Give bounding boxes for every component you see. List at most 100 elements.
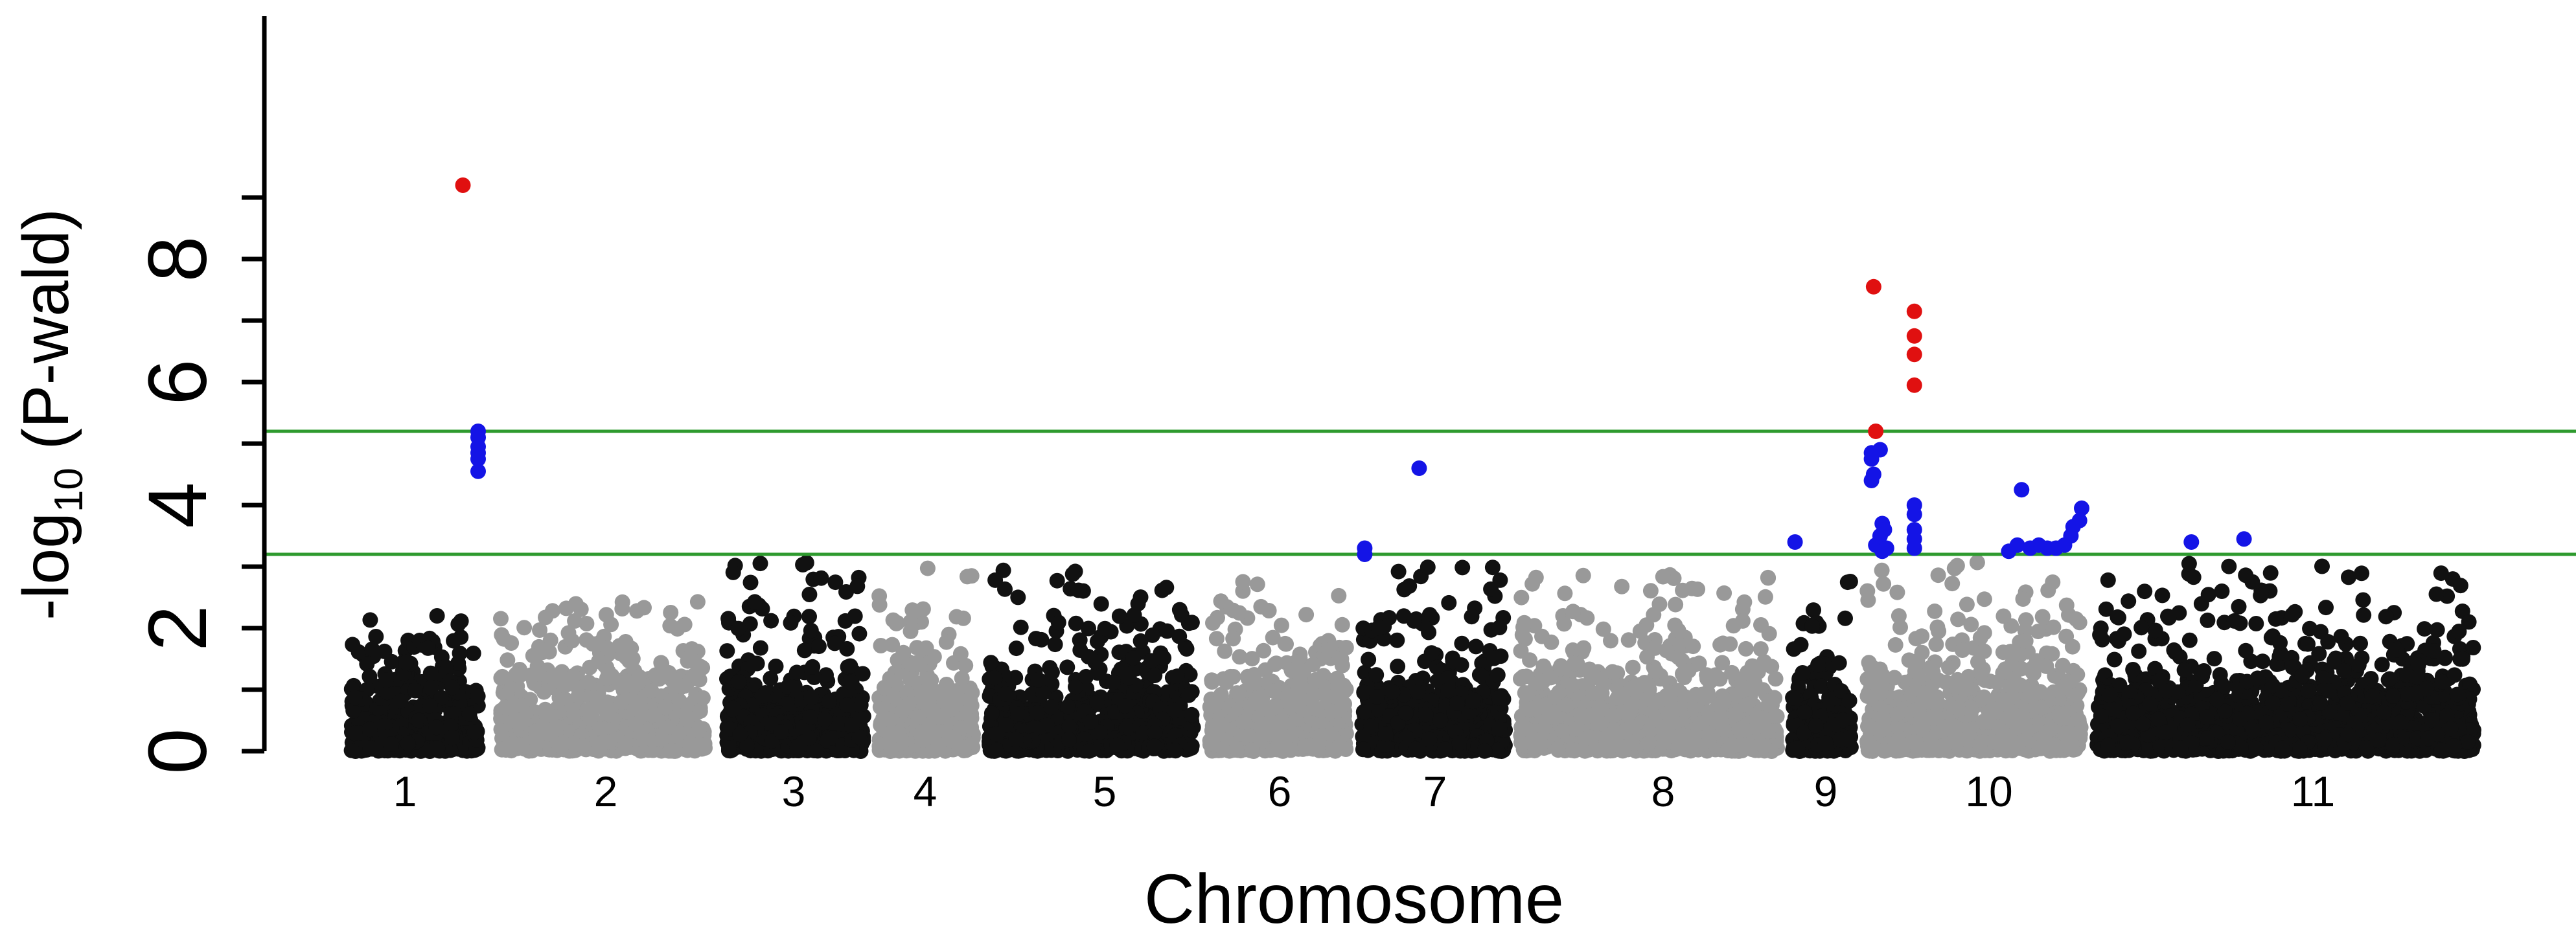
- snp-point: [1147, 725, 1163, 741]
- snp-point: [803, 622, 819, 639]
- snp-point: [646, 707, 662, 723]
- snp-point: [1334, 617, 1350, 633]
- snp-point: [953, 720, 969, 736]
- snp-point: [351, 644, 367, 660]
- snp-point: [773, 724, 789, 740]
- snp-point: [1370, 620, 1386, 636]
- snp-point: [1218, 674, 1234, 690]
- snp-point: [1420, 559, 1436, 575]
- snp-point: [599, 640, 615, 656]
- snp-point: [963, 568, 980, 584]
- snp-point: [1316, 686, 1332, 701]
- snp-point: [347, 743, 363, 759]
- snp-point: [617, 736, 633, 752]
- snp-point: [813, 570, 829, 586]
- snp-point: [1105, 674, 1121, 690]
- snp-point: [1491, 620, 1508, 635]
- snp-point: [1432, 712, 1449, 729]
- snp-point: [891, 725, 907, 741]
- snp-point: [345, 703, 362, 719]
- snp-point: [1355, 704, 1372, 720]
- snp-point: [582, 710, 599, 727]
- snp-point: [508, 666, 524, 683]
- snp-point: [613, 694, 629, 710]
- snp-point: [497, 699, 513, 716]
- snp-point: [400, 735, 416, 751]
- snp-point: [423, 680, 439, 696]
- snp-point: [695, 690, 711, 706]
- snp-point: [544, 603, 560, 619]
- snp-point: [915, 601, 931, 617]
- snp-point: [430, 740, 446, 756]
- snp-point: [516, 620, 533, 636]
- snp-point: [1146, 738, 1162, 754]
- snp-point: [1113, 661, 1129, 677]
- snp-point: [1298, 607, 1315, 623]
- snp-point: [802, 709, 818, 725]
- snp-point: [963, 697, 980, 714]
- snp-point: [817, 712, 833, 727]
- snp-point: [379, 684, 395, 701]
- snp-point: [1273, 617, 1289, 633]
- snp-point: [359, 656, 375, 672]
- snp-point: [952, 646, 969, 662]
- snp-point: [1236, 714, 1252, 730]
- snp-point: [1068, 679, 1083, 695]
- snp-point: [628, 716, 644, 732]
- snp-point: [1614, 578, 1630, 594]
- snp-point: [676, 678, 693, 694]
- snp-point: [1008, 640, 1024, 657]
- snp-point: [1169, 668, 1185, 684]
- snp-point: [657, 699, 673, 716]
- snp-point: [1089, 694, 1105, 710]
- snp-point: [842, 658, 858, 674]
- snp-point: [1044, 664, 1060, 681]
- snp-point: [721, 740, 737, 756]
- snp-point: [1184, 707, 1200, 723]
- snp-point: [1291, 697, 1307, 714]
- snp-point: [920, 691, 936, 707]
- snp-point: [923, 672, 939, 688]
- snp-point: [362, 612, 378, 628]
- snp-point: [1244, 651, 1260, 667]
- snp-point: [581, 674, 597, 690]
- snp-point: [564, 633, 580, 649]
- snp-point: [837, 613, 853, 629]
- snp-point: [1205, 736, 1221, 752]
- snp-point: [384, 736, 400, 752]
- snp-point: [988, 726, 1004, 742]
- snp-point: [1355, 741, 1371, 758]
- snp-point: [1097, 620, 1113, 637]
- snp-point: [514, 697, 530, 714]
- snp-point: [1651, 596, 1668, 612]
- background-points: [343, 554, 2481, 759]
- snp-point: [692, 703, 708, 719]
- snp-point: [671, 725, 687, 741]
- snp-point: [1451, 735, 1467, 751]
- snp-point: [796, 642, 812, 659]
- snp-point: [496, 631, 512, 647]
- snp-point: [398, 654, 414, 670]
- snp-point: [895, 644, 912, 661]
- snp-point: [805, 659, 821, 675]
- snp-point: [801, 609, 817, 625]
- snp-point: [1225, 602, 1241, 618]
- snp-point: [612, 638, 628, 654]
- snp-point: [1109, 737, 1125, 753]
- snp-point: [1363, 719, 1379, 735]
- snp-point: [818, 667, 834, 683]
- snp-point: [1171, 602, 1188, 618]
- snp-point: [873, 638, 889, 653]
- snp-point: [1329, 670, 1345, 686]
- snp-point: [1655, 569, 1671, 585]
- snp-point: [1736, 594, 1753, 610]
- snp-point: [541, 644, 557, 660]
- snp-point: [801, 730, 817, 746]
- snp-point: [1244, 742, 1260, 758]
- snp-point: [1331, 587, 1347, 604]
- chromosome-6-points: [1202, 574, 1354, 759]
- snp-point: [596, 628, 612, 644]
- snp-point: [920, 729, 936, 745]
- snp-point: [604, 710, 620, 725]
